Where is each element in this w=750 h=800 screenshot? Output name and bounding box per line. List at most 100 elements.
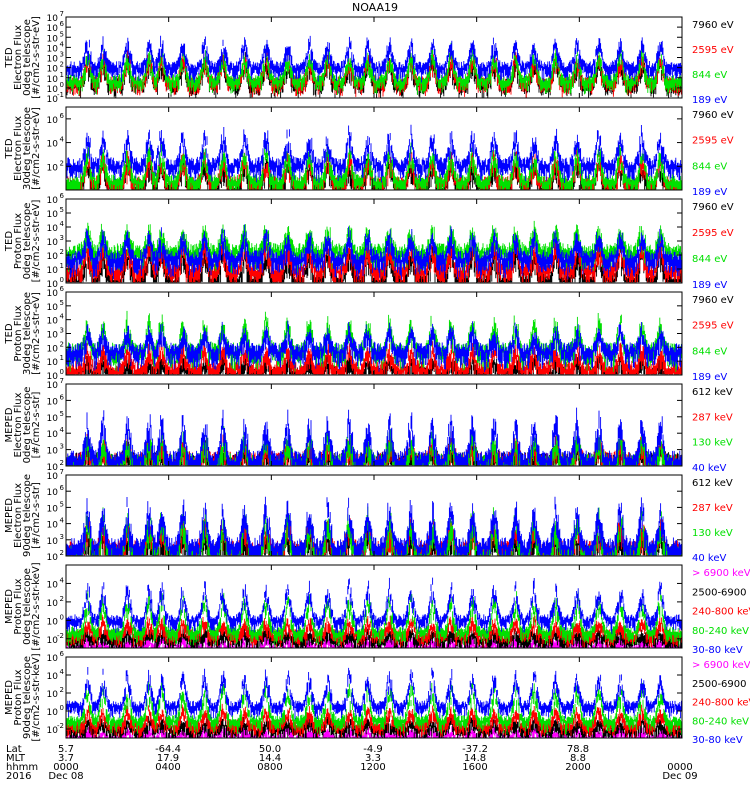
series-844-ev-trace (66, 42, 682, 95)
y-tick-exponent: 2 (60, 248, 64, 256)
y-axis-label-line: Proton Flux (13, 578, 24, 634)
legend-entry: 844 eV (692, 346, 727, 357)
y-axis-label-line: TED (4, 231, 15, 252)
legend-entry: 2595 eV (692, 321, 734, 332)
legend-entry: 189 eV (692, 187, 727, 198)
y-tick-exponent: 6 (60, 393, 65, 401)
x-lat-1: -64.4 (155, 744, 181, 755)
y-tick-exponent: 0 (60, 81, 64, 89)
legend-entry: 2595 eV (692, 45, 734, 56)
series-30-80-kev-trace (66, 577, 682, 635)
x-row-label-year: 2016 (6, 771, 31, 782)
x-hhmm-1: 0400 (155, 762, 180, 773)
legend-entry: 844 eV (692, 254, 727, 265)
x-mlt-1: 17.9 (157, 753, 179, 764)
y-tick-label: 10 (47, 672, 59, 682)
y-axis-label-line: 0deg telescope (22, 19, 33, 96)
y-axis-label-line: MEPED (4, 498, 15, 533)
y-tick-label: 10 (47, 331, 59, 341)
y-tick-label: 10 (47, 95, 59, 105)
y-tick-label: 10 (47, 617, 59, 627)
y-tick-exponent: 4 (60, 40, 65, 48)
y-tick-label: 10 (47, 537, 59, 547)
y-tick-label: 10 (47, 280, 59, 290)
y-tick-exponent: 1 (60, 354, 64, 362)
y-tick-exponent: 4 (60, 313, 65, 321)
y-tick-label: 10 (47, 381, 59, 391)
y-tick-exponent: 4 (60, 576, 65, 584)
y-tick-exponent: 4 (60, 220, 65, 228)
y-tick-label: 10 (47, 599, 59, 609)
y-tick-label: 10 (47, 252, 59, 262)
y-axis-label-line: TED (4, 47, 15, 68)
x-lat-0: 5.7 (58, 744, 74, 755)
y-tick-label: 10 (47, 14, 59, 24)
y-tick-label: 10 (47, 654, 59, 664)
y-tick-exponent: 2 (60, 61, 64, 69)
legend-entry: 30-80 keV (692, 645, 743, 656)
x-mlt-5: 8.8 (570, 753, 586, 764)
y-tick-label: 10 (47, 690, 59, 700)
series-80-240-kev-trace (66, 590, 682, 647)
legend-entry: > 6900 keV (692, 660, 750, 671)
y-tick-exponent: 1 (60, 71, 64, 79)
legend-entry: 40 keV (692, 553, 726, 564)
y-tick-label: 10 (47, 708, 59, 718)
y-tick-label: 10 (47, 488, 59, 498)
x-mlt-3: 3.3 (365, 753, 381, 764)
y-tick-exponent: 3 (60, 51, 64, 59)
x-lat-3: -4.9 (363, 744, 383, 755)
y-tick-label: 10 (47, 303, 59, 313)
y-axis-label-line: Electron Flux (13, 483, 24, 548)
y-tick-label: 10 (47, 289, 59, 299)
y-tick-exponent: 5 (60, 30, 64, 38)
y-tick-label: 10 (47, 504, 59, 514)
y-tick-exponent: 6 (60, 484, 65, 492)
y-tick-label: 10 (47, 397, 59, 407)
y-tick-label: 10 (47, 344, 59, 354)
series-40-kev-trace (66, 496, 682, 556)
panel-7: > 6900 keV 2500-6900 240-800 keV 80-240 keV… (4, 562, 750, 656)
y-axis-label-line: [#/cm2-s-str-eV] (31, 16, 42, 99)
y-tick-exponent: 4 (60, 668, 65, 676)
y-tick-label: 10 (47, 553, 59, 563)
x-mlt-0: 3.7 (58, 753, 74, 764)
y-tick-exponent: 3 (60, 327, 64, 335)
legend-entry: 189 eV (692, 372, 727, 383)
y-tick-label: 10 (47, 414, 59, 424)
y-tick-exponent: 7 (60, 10, 64, 18)
legend-entry: 2500-6900 (692, 679, 747, 690)
legend-entry: 7960 eV (692, 295, 734, 306)
legend-entry: 80-240 keV (692, 626, 749, 637)
y-axis-label-line: 30deg telescope (22, 292, 33, 375)
legend-entry: 844 eV (692, 70, 727, 81)
x-hhmm-5: 2000 (565, 762, 590, 773)
legend-entry: 240-800 keV (692, 607, 750, 618)
legend-entry: 7960 eV (692, 20, 734, 31)
legend-entry: 240-800 keV (692, 698, 750, 709)
y-axis-label-line: [#/cm2-s-str] (31, 391, 42, 458)
y-tick-exponent: 0 (60, 276, 64, 284)
y-tick-exponent: 4 (60, 136, 65, 144)
y-axis-label-line: TED (4, 138, 15, 159)
y-axis-label-line: [#/cm2-s-str-eV] (31, 200, 42, 283)
y-tick-exponent: 0 (60, 368, 64, 376)
y-tick-label: 10 (47, 358, 59, 368)
y-tick-label: 10 (47, 163, 59, 173)
legend-entry: 2595 eV (692, 228, 734, 239)
y-axis-label-line: [#/cm2-s-str-eV] (31, 292, 42, 375)
y-tick-label: 10 (47, 75, 59, 85)
chart-title: NOAA19 (352, 1, 398, 14)
legend-entry: 612 keV (692, 387, 733, 398)
legend-entry: 189 eV (692, 280, 727, 291)
y-axis-label-line: 0deg telescope (22, 387, 33, 464)
y-tick-label: 10 (47, 24, 59, 34)
y-tick-exponent: 5 (60, 206, 64, 214)
x-row-label-mlt: MLT (6, 753, 26, 764)
x-axis-labels: Lat MLT hhmm 2016 5.7 3.7 0000 Dec 08 -6… (6, 744, 698, 782)
y-tick-label: 10 (47, 447, 59, 457)
